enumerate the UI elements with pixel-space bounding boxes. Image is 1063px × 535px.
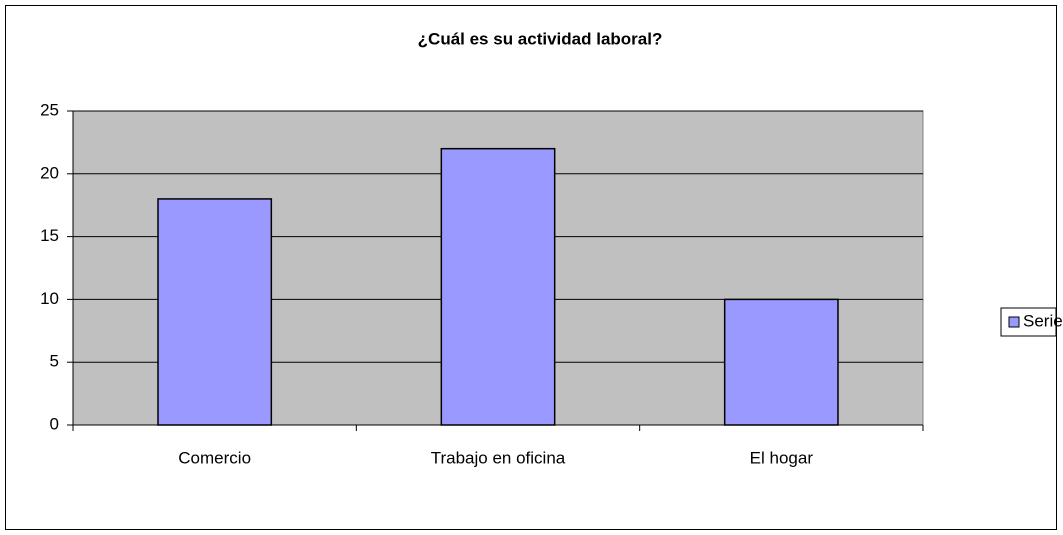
bar (440, 147, 556, 426)
x-tick-label: Comercio (178, 448, 251, 467)
bar (157, 198, 273, 426)
y-tick-label: 10 (40, 289, 59, 308)
x-tick-label: El hogar (750, 448, 814, 467)
x-tick-label: Trabajo en oficina (431, 448, 566, 467)
legend-swatch (1008, 316, 1020, 328)
chart-title: ¿Cuál es su actividad laboral? (418, 29, 663, 48)
bar (723, 298, 839, 426)
y-tick-label: 25 (40, 100, 59, 119)
y-tick-label: 5 (50, 352, 59, 371)
legend-label: Serie1 (1023, 311, 1063, 330)
y-tick-label: 15 (40, 226, 59, 245)
y-tick-label: 20 (40, 163, 59, 182)
y-tick-label: 0 (50, 414, 59, 433)
